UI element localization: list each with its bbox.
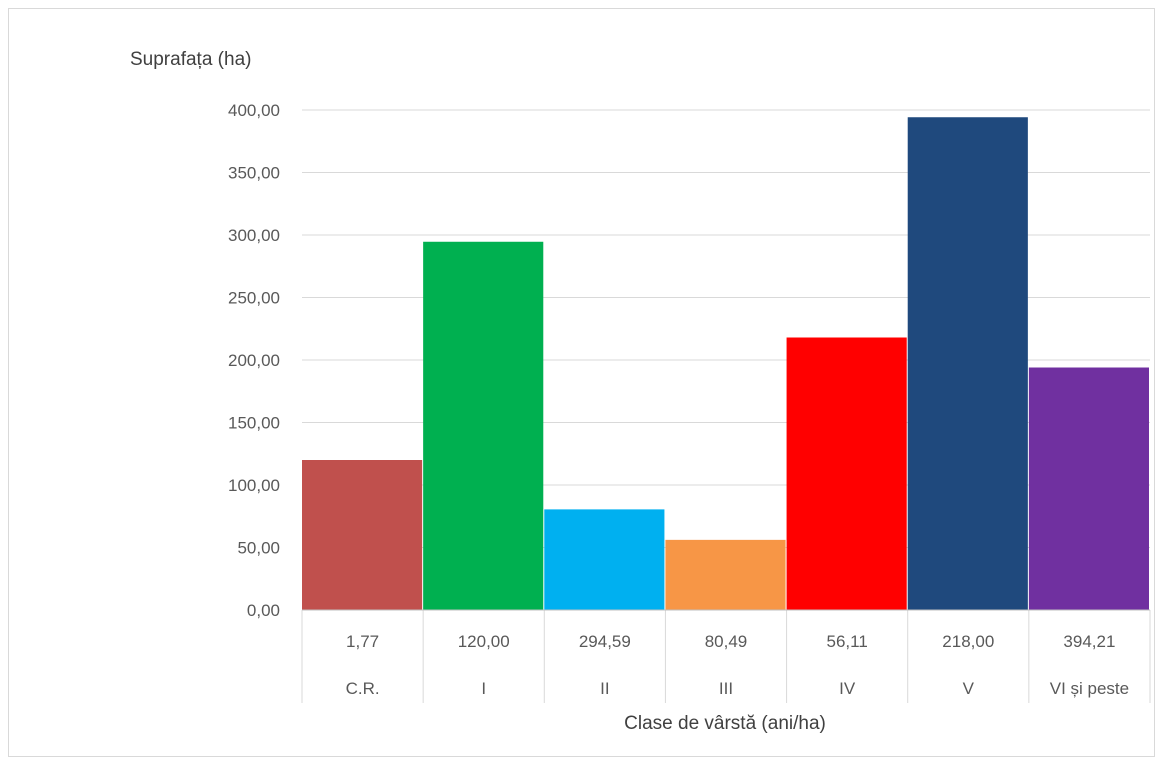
bar xyxy=(1028,367,1149,610)
bar xyxy=(302,460,423,610)
y-axis-title: Suprafața (ha) xyxy=(130,49,251,70)
category-table: 1,77 120,00 294,59 80,49 56,11 218,00 394,21 C.… xyxy=(301,609,1151,703)
x-category-label: III xyxy=(719,679,733,698)
table-value-label: 56,11 xyxy=(827,632,868,651)
y-tick-label: 400,00 xyxy=(228,101,280,120)
x-category-label: IV xyxy=(839,679,856,698)
y-tick-labels: 0,00 50,00 100,00 150,00 200,00 250,00 300,00 3… xyxy=(228,101,280,620)
y-tick-label: 300,00 xyxy=(228,226,280,245)
table-value-label: 1,77 xyxy=(346,632,379,651)
bars xyxy=(302,117,1149,611)
bar xyxy=(665,539,786,610)
x-category-label: VI și peste xyxy=(1050,679,1129,698)
table-value-label: 394,21 xyxy=(1063,632,1115,651)
table-value-label: 218,00 xyxy=(942,632,994,651)
y-tick-label: 100,00 xyxy=(228,476,280,495)
x-category-label: II xyxy=(600,679,609,698)
bar xyxy=(786,337,907,610)
y-tick-label: 200,00 xyxy=(228,351,280,370)
x-category-label: I xyxy=(481,679,486,698)
table-value-label: 80,49 xyxy=(705,632,748,651)
y-tick-label: 50,00 xyxy=(237,539,280,558)
x-axis-title: Clase de vârstă (ani/ha) xyxy=(624,713,826,734)
bar xyxy=(423,241,544,610)
table-value-label: 294,59 xyxy=(579,632,631,651)
x-category-label: V xyxy=(963,679,975,698)
x-category-label: C.R. xyxy=(346,679,380,698)
y-tick-label: 150,00 xyxy=(228,414,280,433)
bar xyxy=(544,509,665,610)
y-tick-label: 350,00 xyxy=(228,164,280,183)
y-tick-label: 0,00 xyxy=(247,601,280,620)
table-value-label: 120,00 xyxy=(458,632,510,651)
bar xyxy=(907,117,1028,611)
y-tick-label: 250,00 xyxy=(228,289,280,308)
